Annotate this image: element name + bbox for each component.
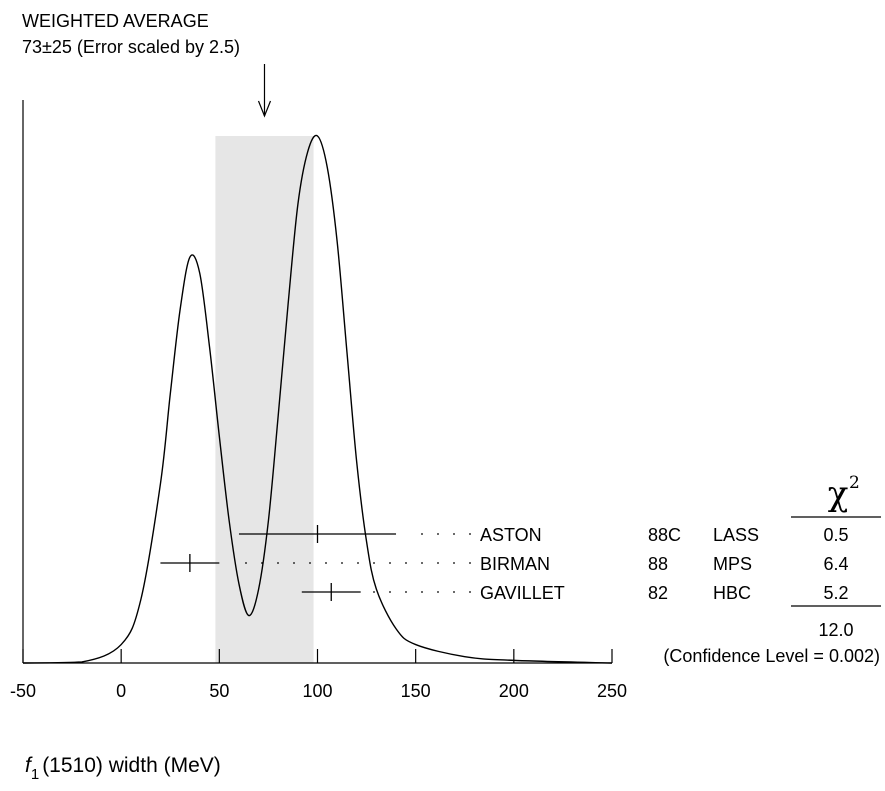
leader-dot <box>437 562 439 564</box>
leader-dot <box>469 562 471 564</box>
measurement-experiment: HBC <box>713 583 751 603</box>
leader-dot <box>453 533 455 535</box>
x-axis-ticks <box>22 649 613 663</box>
x-tick-label: 200 <box>499 681 529 701</box>
measurement-year: 82 <box>648 583 668 603</box>
x-tick-label: 0 <box>116 681 126 701</box>
x-axis-title-rest: (1510) width (MeV) <box>42 754 221 777</box>
measurement-experiment: MPS <box>713 554 752 574</box>
leader-dot <box>469 533 471 535</box>
x-axis-title-subscript: 1 <box>31 766 39 783</box>
leader-dot <box>453 591 455 593</box>
measurement-name: GAVILLET <box>480 583 565 603</box>
leader-dot <box>389 591 391 593</box>
measurement-row: GAVILLET 82 HBC 5.2 <box>301 583 849 603</box>
ideogram-curve <box>22 134 613 664</box>
measurements-group: ASTON 88C LASS 0.5 BIRMAN 88 MPS 6.4 GAVILLET 82 H… <box>160 525 849 603</box>
leader-dot <box>357 562 359 564</box>
measurement-chi2: 5.2 <box>823 583 848 603</box>
leader-dot <box>373 562 375 564</box>
leader-dot <box>405 562 407 564</box>
leader-dot <box>421 562 423 564</box>
x-axis-tick-labels: -50 0 50 100 150 200 250 <box>10 681 627 701</box>
leader-dot <box>469 591 471 593</box>
measurement-row: ASTON 88C LASS 0.5 <box>238 525 849 545</box>
leader-dot <box>309 562 311 564</box>
leader-dot <box>405 591 407 593</box>
chi2-header-power: 2 <box>849 473 860 493</box>
leader-dot <box>437 591 439 593</box>
leader-dot <box>453 562 455 564</box>
x-tick-label: 250 <box>597 681 627 701</box>
x-tick-label: 50 <box>209 681 229 701</box>
leader-dot <box>437 533 439 535</box>
leader-dot <box>245 562 247 564</box>
measurement-row: BIRMAN 88 MPS 6.4 <box>160 554 849 574</box>
x-tick-label: -50 <box>10 681 36 701</box>
average-band <box>215 136 314 663</box>
chi2-header: χ <box>828 474 849 514</box>
measurement-experiment: LASS <box>713 525 759 545</box>
leader-dot <box>389 562 391 564</box>
weighted-average-arrow <box>257 64 272 118</box>
measurement-chi2: 0.5 <box>823 525 848 545</box>
x-axis-title: f1 (1510) width (MeV) <box>25 754 221 783</box>
leader-dot <box>341 562 343 564</box>
x-tick-label: 100 <box>302 681 332 701</box>
chart-subtitle: 73±25 (Error scaled by 2.5) <box>22 37 240 57</box>
measurement-year: 88C <box>648 525 681 545</box>
leader-dot <box>277 562 279 564</box>
measurement-chi2: 6.4 <box>823 554 848 574</box>
leader-dot <box>293 562 295 564</box>
measurement-year: 88 <box>648 554 668 574</box>
chi2-total: 12.0 <box>818 620 853 640</box>
leader-dot <box>421 591 423 593</box>
leader-dot <box>421 533 423 535</box>
x-axis-title-symbol: f <box>25 754 33 777</box>
measurement-name: BIRMAN <box>480 554 550 574</box>
leader-dot <box>261 562 263 564</box>
chart-title: WEIGHTED AVERAGE <box>22 11 209 31</box>
measurement-name: ASTON <box>480 525 542 545</box>
leader-dot <box>373 591 375 593</box>
leader-dot <box>325 562 327 564</box>
confidence-level: (Confidence Level = 0.002) <box>663 646 880 666</box>
x-tick-label: 150 <box>401 681 431 701</box>
